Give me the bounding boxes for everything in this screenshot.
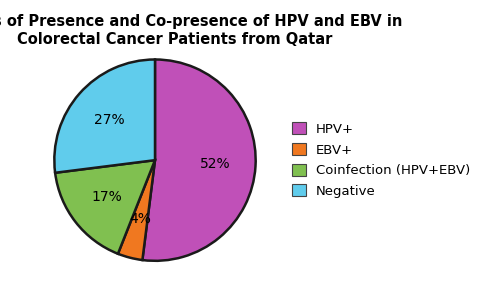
Text: Status of Presence and Co-presence of HPV and EBV in
Colorectal Cancer Patients : Status of Presence and Co-presence of HP… [0, 14, 402, 47]
Legend: HPV+, EBV+, Coinfection (HPV+EBV), Negative: HPV+, EBV+, Coinfection (HPV+EBV), Negat… [292, 122, 470, 198]
Wedge shape [54, 59, 155, 173]
Text: 27%: 27% [94, 113, 125, 127]
Text: 52%: 52% [200, 157, 230, 171]
Wedge shape [118, 160, 155, 260]
Text: 4%: 4% [129, 212, 151, 226]
Text: 17%: 17% [92, 190, 122, 204]
Wedge shape [142, 59, 256, 261]
Wedge shape [55, 160, 155, 254]
